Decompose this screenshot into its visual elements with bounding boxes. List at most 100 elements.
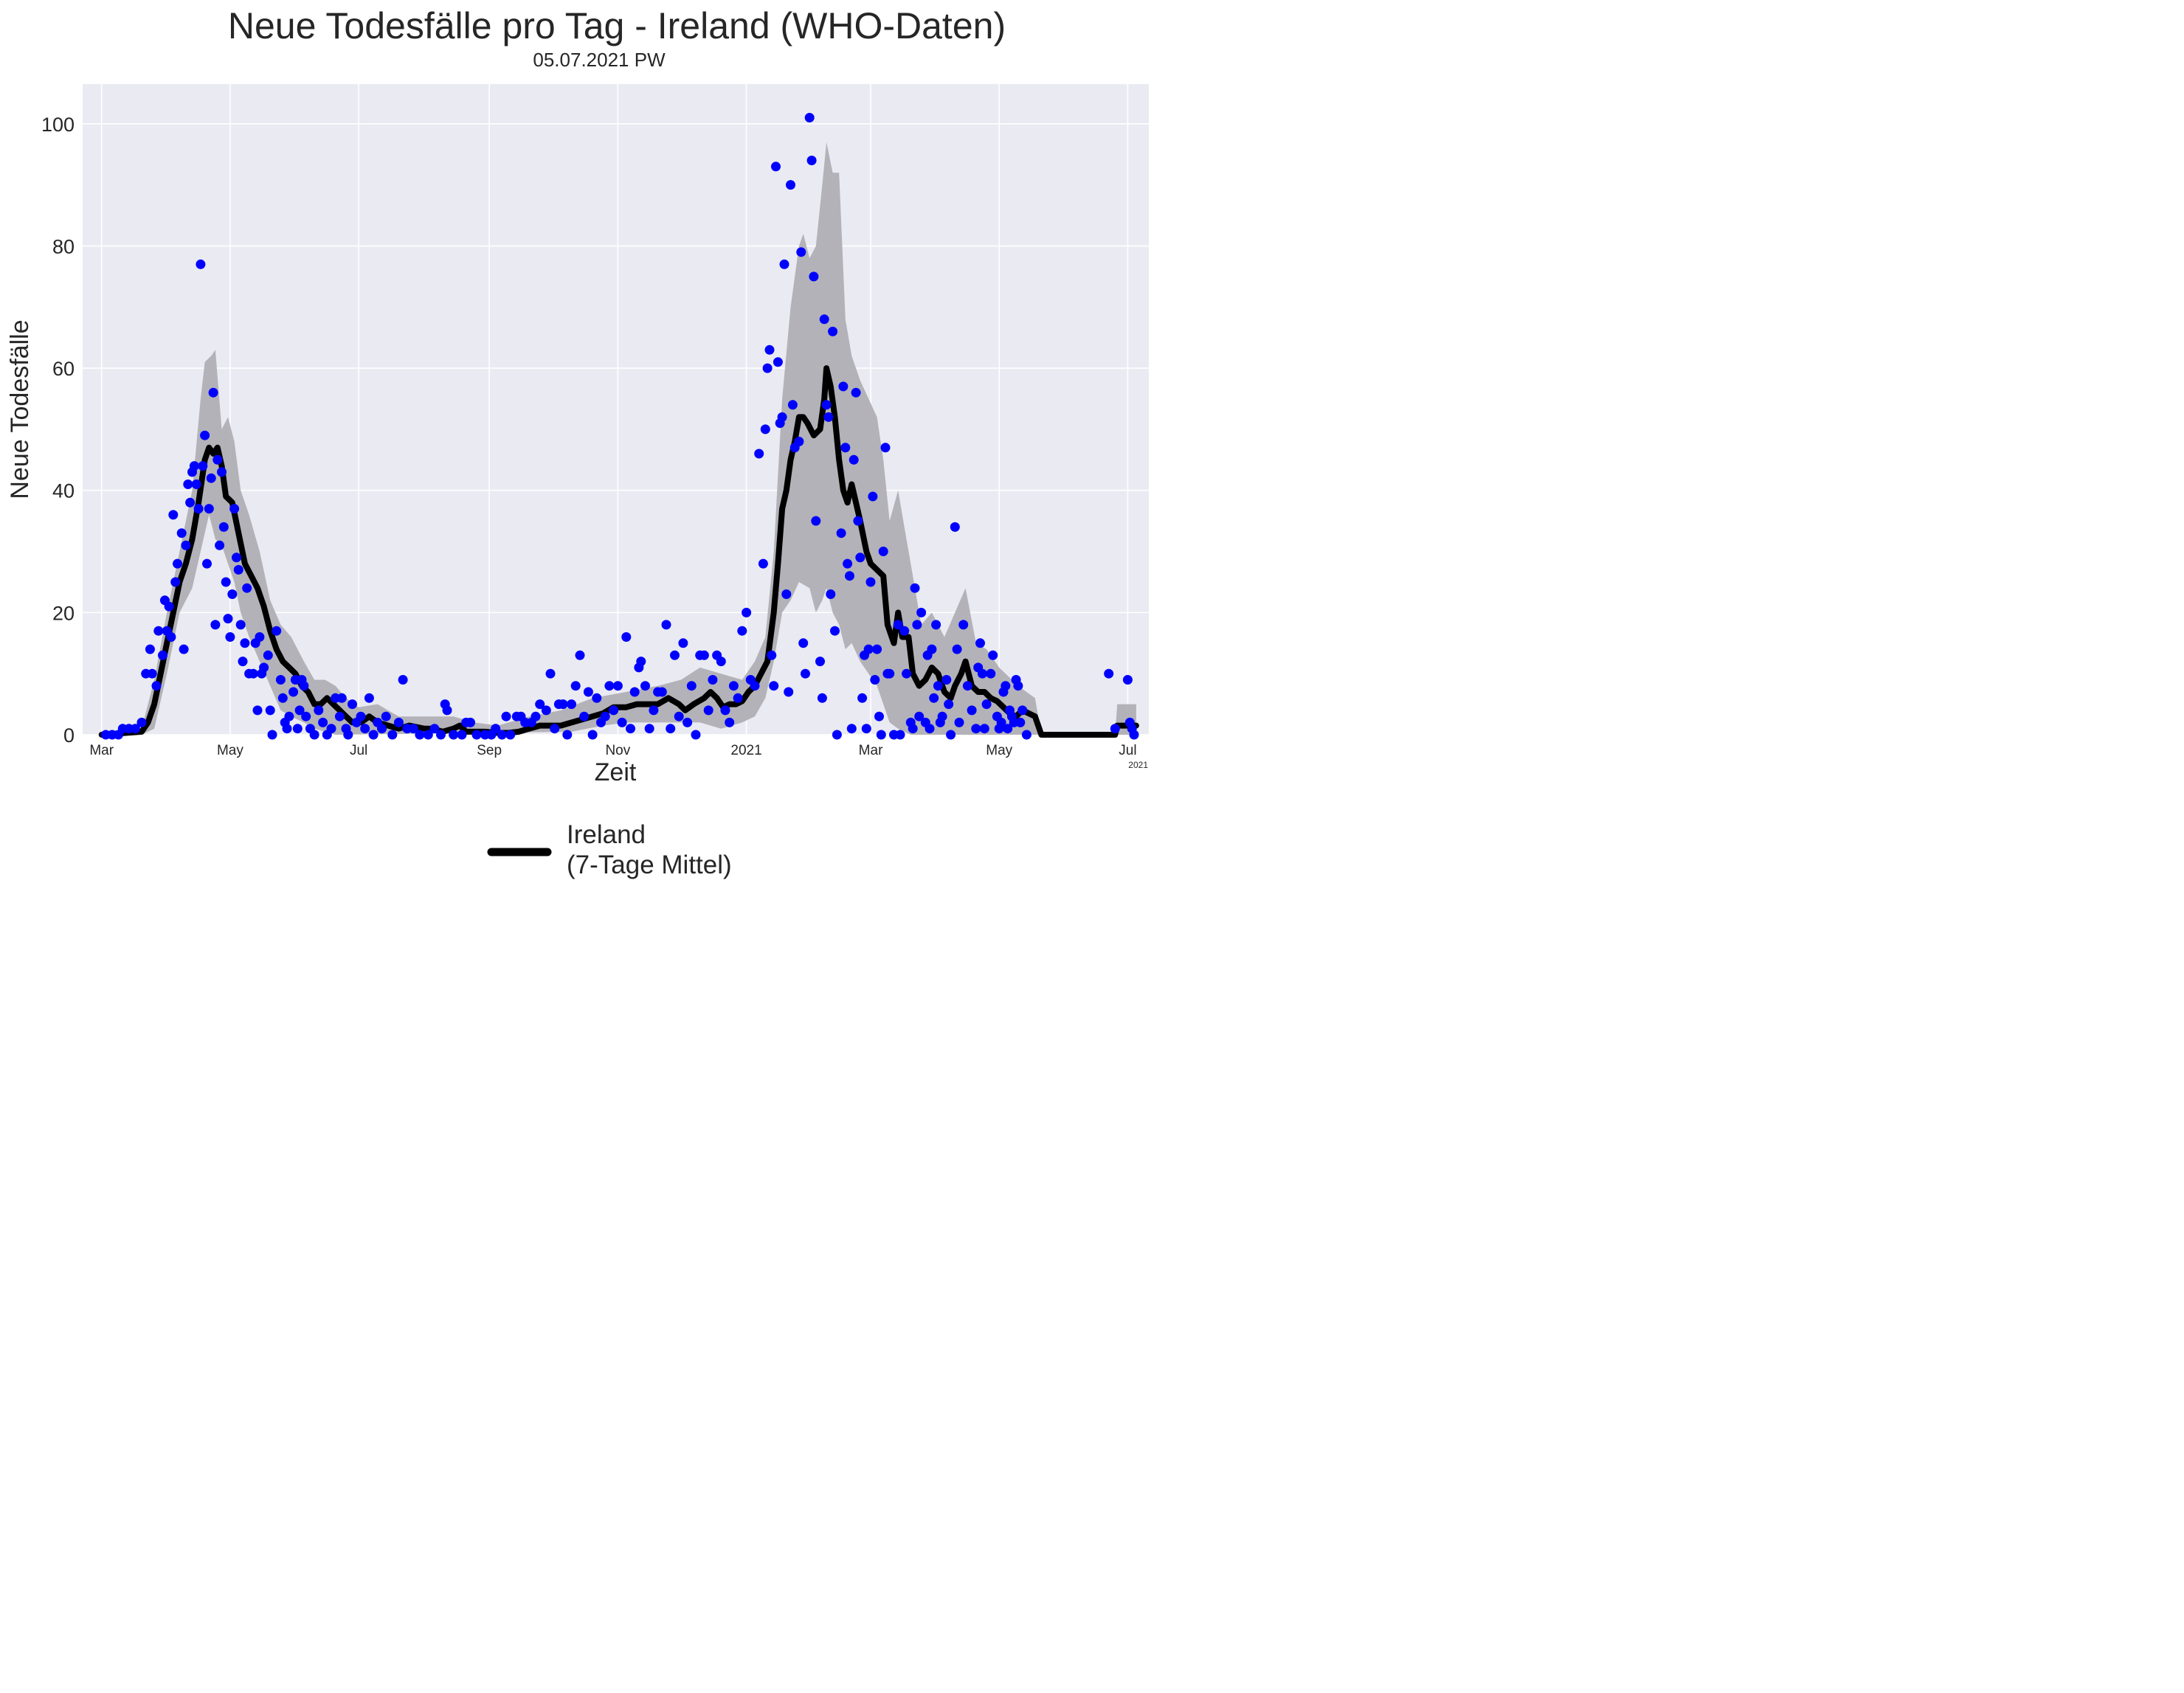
data-point [314,705,324,716]
data-point [381,711,391,721]
data-point [575,650,585,660]
data-point [962,681,972,691]
data-point [408,724,418,734]
data-point [164,601,174,612]
data-point [720,705,730,716]
data-point [666,724,676,734]
data-point [899,626,910,636]
data-point [806,156,817,165]
data-point [130,724,140,734]
data-point [252,705,263,716]
data-point [737,626,747,636]
legend-label-line2: (7-Tage Mittel) [567,851,732,879]
x-axis-label: Zeit [595,758,637,786]
data-point [1001,681,1011,691]
data-point [436,730,446,740]
data-point [865,577,876,587]
data-point [925,724,935,734]
data-point [176,528,187,539]
data-point [531,711,541,721]
data-point [941,675,952,685]
data-point [828,326,838,336]
data-point [272,626,282,636]
data-point [377,724,387,734]
data-point [191,479,201,489]
data-point [819,314,829,325]
data-point [787,400,798,410]
data-point [326,724,336,734]
data-point [863,644,874,654]
data-point [975,638,985,648]
data-point [773,357,783,367]
data-point [937,711,947,721]
data-point [282,724,292,734]
data-point [771,162,781,172]
data-point [933,681,943,691]
y-tick-label: 60 [52,358,75,380]
data-point [562,730,573,740]
data-point [238,657,248,667]
data-point [497,730,507,740]
chart: Neue Todesfälle pro Tag - Ireland (WHO-D… [6,5,1149,879]
data-point [240,638,250,648]
data-point [952,644,962,654]
data-point [449,730,459,740]
data-point [212,454,223,465]
data-point [784,687,794,697]
data-point [674,711,684,721]
data-point [838,381,849,392]
data-point [225,632,235,642]
data-point [779,259,789,269]
y-tick-label: 20 [52,602,75,624]
legend-label-line1: Ireland [567,820,646,849]
data-point [145,644,155,654]
data-point [198,461,208,471]
data-point [912,620,922,630]
data-point [579,711,590,721]
data-point [284,711,294,721]
data-point [781,589,792,599]
x-tick-label: May [217,743,243,758]
data-point [950,522,960,532]
data-point [535,699,545,710]
data-point [908,724,918,734]
data-point [870,675,880,685]
data-point [292,724,303,734]
data-point [691,730,701,740]
data-point [878,547,888,556]
data-point [857,693,868,703]
data-point [368,730,379,740]
data-point [821,400,832,410]
data-point [851,387,861,398]
data-point [853,516,863,526]
data-point [678,638,688,648]
data-point [208,387,218,398]
data-point [227,589,238,599]
data-point [830,626,840,636]
data-point [612,681,623,691]
data-point [153,626,164,636]
data-point [1104,668,1114,679]
data-point [218,522,229,532]
data-point [429,724,440,734]
data-point [958,620,969,630]
data-point [910,583,920,593]
data-point [235,620,246,630]
data-point [682,717,693,727]
x-tick-label: Jul [1119,743,1136,758]
data-point [801,668,810,679]
x-tick-label: Sep [477,743,502,758]
data-point [760,424,770,434]
data-point [988,650,998,660]
data-point [750,681,760,691]
data-point [158,650,167,660]
data-point [809,271,819,282]
data-point [617,717,627,727]
data-point [1110,724,1120,734]
x-tick-label: Mar [859,743,883,758]
data-point [223,614,233,624]
data-point [885,668,895,679]
data-point [567,699,576,710]
data-point [861,724,871,734]
data-point [762,363,773,373]
